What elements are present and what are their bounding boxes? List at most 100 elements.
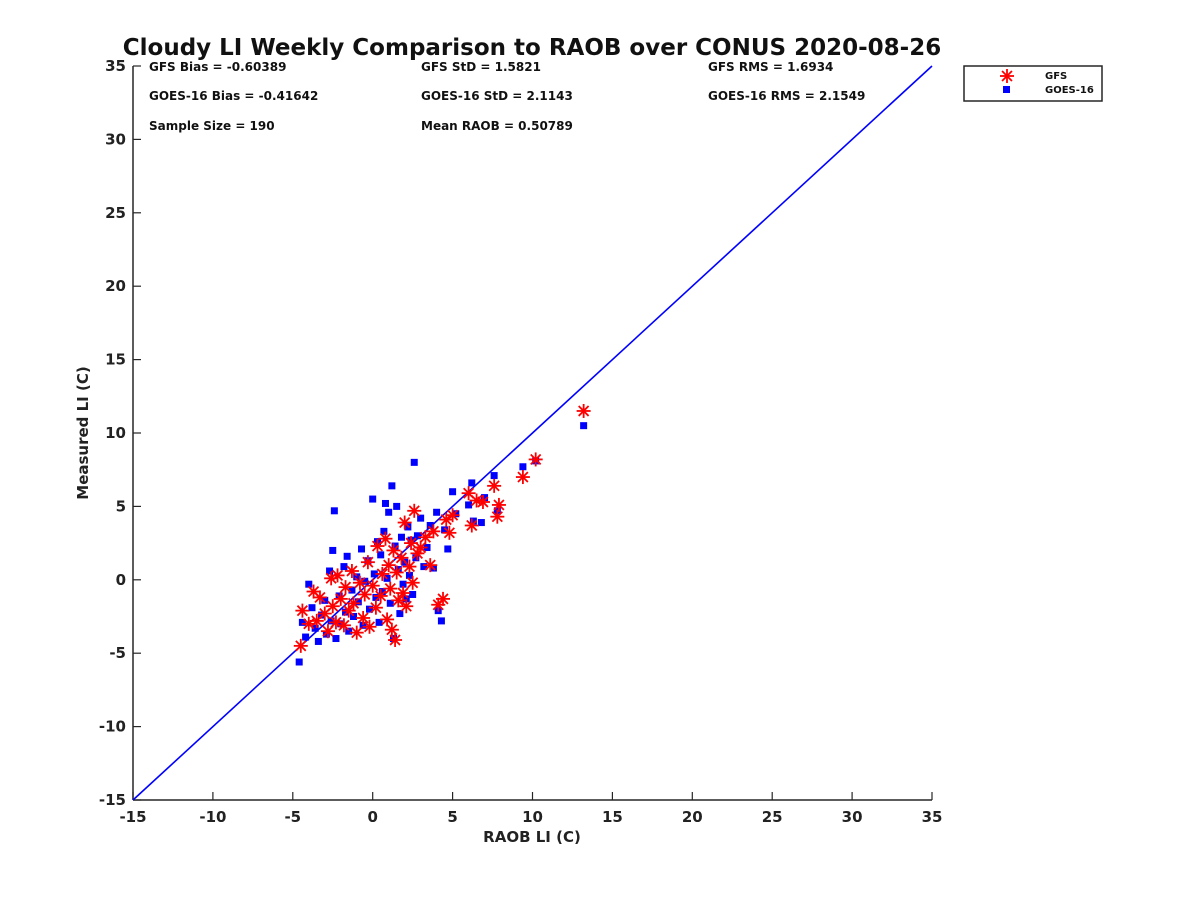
goes16-point: [469, 517, 477, 525]
legend: GFS GOES-16: [963, 65, 1103, 102]
x-tick-label: -5: [284, 808, 301, 826]
x-tick-label: 0: [367, 808, 377, 826]
gfs-point: [293, 638, 308, 653]
goes16-point: [343, 552, 351, 560]
gfs-point: [391, 593, 406, 608]
stats-annotations: GFS Bias = -0.60389 GFS StD = 1.5821 GFS…: [149, 60, 865, 133]
gfs-point: [380, 612, 395, 627]
legend-gfs-asterisk: [1000, 69, 1014, 83]
gfs-point: [442, 525, 457, 540]
goes16-point: [412, 554, 420, 562]
goes16-point: [441, 526, 449, 534]
goes16-point: [358, 545, 366, 553]
goes16-point: [437, 617, 445, 625]
gfs-point: [475, 494, 490, 509]
gfs-point: [418, 530, 433, 545]
gfs-point: [394, 550, 409, 565]
goes16-point: [393, 502, 401, 510]
gfs-point: [464, 518, 479, 533]
goes16-point: [326, 567, 334, 575]
gfs-point: [352, 575, 367, 590]
x-tick-label: 25: [762, 808, 783, 826]
goes16-point: [381, 499, 389, 507]
goes16-point: [345, 627, 353, 635]
y-tick-label: 35: [105, 57, 126, 75]
goes16-point: [452, 510, 460, 518]
gfs-point: [402, 559, 417, 574]
gfs-point: [413, 540, 428, 555]
gfs-point: [396, 586, 411, 601]
stat-goes-rms: GOES-16 RMS = 2.1549: [708, 89, 865, 103]
gfs-point: [338, 580, 353, 595]
goes16-point: [426, 521, 434, 529]
goes16-point: [580, 422, 588, 430]
gfs-point: [487, 478, 502, 493]
gfs-point: [360, 555, 375, 570]
goes16-point: [318, 611, 326, 619]
goes16-point: [377, 551, 385, 559]
y-tick-label: 10: [105, 424, 126, 442]
y-tick-label: -10: [99, 718, 126, 736]
goes16-point: [332, 635, 340, 643]
goes16-point: [353, 573, 361, 581]
gfs-point: [445, 508, 460, 523]
x-tick-label: -15: [119, 808, 146, 826]
gfs-point: [295, 603, 310, 618]
gfs-point: [426, 524, 441, 539]
goes16-point: [477, 519, 485, 527]
goes16-point: [350, 613, 358, 620]
goes16-point: [366, 605, 374, 613]
goes16-point: [348, 586, 356, 594]
gfs-point: [491, 497, 506, 512]
x-tick-label: 5: [447, 808, 457, 826]
goes16-point: [302, 633, 310, 641]
x-tick-label: 10: [522, 808, 543, 826]
gfs-series: [293, 403, 591, 653]
legend-gfs-label: GFS: [1045, 71, 1067, 82]
x-tick-label: 35: [922, 808, 943, 826]
goes16-point: [409, 590, 417, 598]
gfs-point: [330, 568, 345, 583]
legend-gfs-marker: [1000, 69, 1014, 83]
stat-sample-size: Sample Size = 190: [149, 119, 275, 133]
goes16-point: [402, 595, 410, 603]
goes16-point: [340, 563, 348, 571]
goes16-point: [330, 507, 338, 515]
y-tick-label: -5: [109, 644, 126, 662]
y-tick-label: 15: [105, 351, 126, 369]
y-tick-label: 0: [116, 571, 126, 589]
goes16-point: [329, 546, 337, 554]
gfs-point: [399, 599, 414, 614]
gfs-point: [576, 403, 591, 418]
gfs-point: [357, 587, 372, 602]
gfs-point: [356, 610, 371, 625]
goes16-point: [321, 596, 329, 604]
gfs-point: [405, 575, 420, 590]
gfs-point: [365, 578, 380, 593]
goes16-point: [449, 488, 457, 496]
stat-gfs-std: GFS StD = 1.5821: [421, 60, 541, 74]
goes16-point: [322, 630, 330, 638]
goes16-point: [481, 494, 489, 502]
goes16-point: [305, 580, 313, 588]
gfs-point: [386, 543, 401, 558]
gfs-point: [341, 603, 356, 618]
goes16-point: [433, 508, 441, 516]
gfs-point: [383, 581, 398, 596]
goes16-point: [370, 570, 378, 578]
goes16-point: [413, 532, 421, 540]
goes16-point: [391, 542, 399, 550]
gfs-point: [373, 588, 388, 603]
gfs-point: [490, 509, 505, 524]
stat-mean-raob: Mean RAOB = 0.50789: [421, 119, 573, 133]
goes16-point: [420, 563, 428, 571]
y-tick-label: 30: [105, 130, 126, 148]
goes16-point: [342, 608, 350, 616]
goes16-point: [337, 620, 345, 628]
goes16-point: [410, 458, 418, 466]
goes16-point: [394, 566, 402, 574]
legend-box: [963, 65, 1103, 102]
goes16-point: [295, 658, 303, 666]
stat-goes-std: GOES-16 StD = 2.1143: [421, 89, 573, 103]
